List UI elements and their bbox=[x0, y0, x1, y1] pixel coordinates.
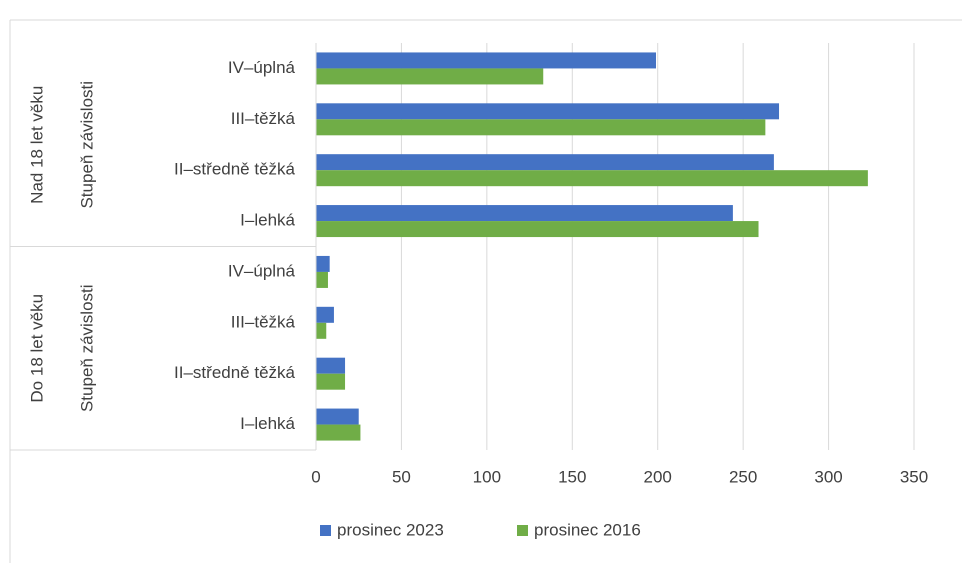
y-tick-label: I–lehká bbox=[240, 414, 295, 433]
bar bbox=[316, 119, 766, 136]
bar bbox=[316, 271, 328, 288]
y-tick-label: IV–úplná bbox=[228, 58, 296, 77]
x-tick-label: 200 bbox=[644, 467, 672, 486]
x-tick-label: 250 bbox=[729, 467, 757, 486]
bar bbox=[316, 103, 780, 120]
legend-label: prosinec 2016 bbox=[534, 520, 641, 539]
bar bbox=[316, 322, 327, 339]
bar bbox=[316, 373, 346, 390]
x-tick-label: 350 bbox=[900, 467, 928, 486]
y-tick-label: I–lehká bbox=[240, 211, 295, 230]
legend-swatch bbox=[320, 525, 331, 536]
x-tick-label: 0 bbox=[311, 467, 320, 486]
x-tick-label: 100 bbox=[473, 467, 501, 486]
y-tick-label: II–středně těžká bbox=[174, 363, 296, 382]
x-tick-label: 50 bbox=[392, 467, 411, 486]
y-tick-label: II–středně těžká bbox=[174, 160, 296, 179]
bar bbox=[316, 52, 657, 69]
y-tick-label: IV–úplná bbox=[228, 261, 296, 280]
legend-label: prosinec 2023 bbox=[337, 520, 444, 539]
x-tick-label: 150 bbox=[558, 467, 586, 486]
group-sublabel: Stupeň závislosti bbox=[77, 81, 96, 209]
bar bbox=[316, 357, 346, 374]
y-tick-label: III–těžká bbox=[231, 109, 296, 128]
bar bbox=[316, 408, 359, 425]
group-label: Do 18 let věku bbox=[27, 294, 46, 403]
y-tick-label: III–těžká bbox=[231, 312, 296, 331]
bar bbox=[316, 205, 733, 222]
bar bbox=[316, 68, 544, 85]
bar bbox=[316, 306, 334, 323]
bar bbox=[316, 255, 330, 272]
bar bbox=[316, 154, 774, 171]
x-tick-label: 300 bbox=[814, 467, 842, 486]
bar bbox=[316, 221, 759, 238]
bar bbox=[316, 170, 868, 187]
legend-swatch bbox=[517, 525, 528, 536]
bar bbox=[316, 424, 361, 441]
group-sublabel: Stupeň závislosti bbox=[77, 284, 96, 412]
group-label: Nad 18 let věku bbox=[27, 86, 46, 204]
